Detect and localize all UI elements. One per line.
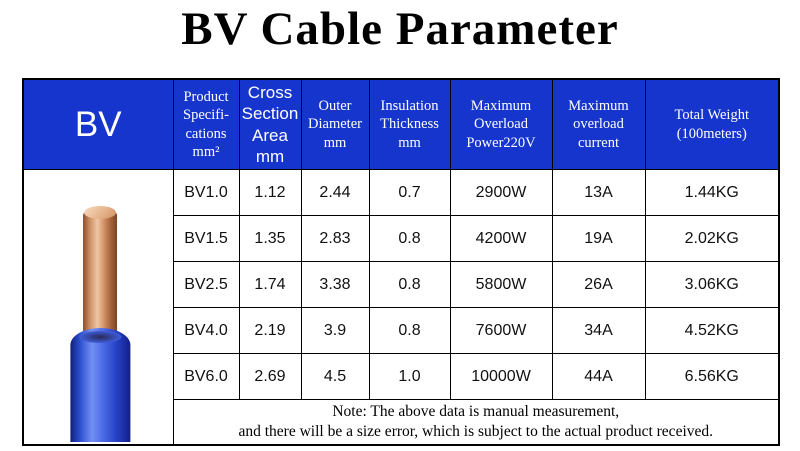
table-row: BV2.5 1.74 3.38 0.8 5800W 26A 3.06KG — [23, 261, 780, 308]
column-header-insulation-thickness: Insulation Thickness mm — [368, 78, 451, 170]
table-cell: 34A — [551, 307, 646, 354]
copper-conductor — [83, 206, 118, 342]
table-row: BV1.5 1.35 2.83 0.8 4200W 19A 2.02KG — [23, 215, 780, 262]
table-cell: 3.38 — [300, 261, 370, 308]
table-cell: 1.0 — [368, 353, 451, 400]
table-cell: 4.52KG — [644, 307, 780, 354]
table-row: BV1.0 1.12 2.44 0.7 2900W 13A 1.44KG — [22, 169, 780, 445]
table-cell: 13A — [551, 169, 646, 216]
table-cell: 3.06KG — [644, 261, 780, 308]
table-cell: 1.35 — [238, 215, 302, 262]
column-header-maximum-overload-current: Maximum overload current — [551, 78, 646, 170]
table-cell: 4.5 — [300, 353, 370, 400]
column-header-product-specifications: Product Specifi- cations mm² — [172, 78, 240, 170]
blue-insulation — [70, 328, 131, 442]
table-cell: BV6.0 — [172, 353, 240, 400]
table-cell: 1.74 — [238, 261, 302, 308]
table-cell: BV1.0 — [172, 169, 240, 216]
header-row: BV Product Specifi- cations mm² Cross Se… — [22, 78, 780, 170]
column-header-total-weight: Total Weight (100meters) — [644, 78, 780, 170]
table-cell: BV2.5 — [172, 261, 240, 308]
table-cell: 1.12 — [238, 169, 302, 216]
table-cell: 26A — [551, 261, 646, 308]
table-cell: 2.44 — [300, 169, 370, 216]
table-cell: 19A — [551, 215, 646, 262]
note-row: Note: The above data is manual measureme… — [23, 399, 780, 445]
table-cell: 3.9 — [300, 307, 370, 354]
column-header-outer-diameter: Outer Diameter mm — [300, 78, 370, 170]
table-cell: BV1.5 — [172, 215, 240, 262]
cable-image — [24, 170, 173, 442]
table-cell: 2900W — [449, 169, 553, 216]
table-cell: 2.69 — [238, 353, 302, 400]
measurement-note: Note: The above data is manual measureme… — [172, 399, 780, 445]
table-cell: 2.02KG — [644, 215, 780, 262]
parameter-table: BV Product Specifi- cations mm² Cross Se… — [22, 78, 780, 446]
column-header-cross-section-area: Cross Section Area mm — [238, 78, 302, 170]
product-series-label: BV — [22, 78, 174, 170]
table-cell: 0.8 — [368, 261, 451, 308]
table-cell: 0.8 — [368, 215, 451, 262]
table-cell: 44A — [551, 353, 646, 400]
cable-image-cell — [22, 169, 174, 445]
table-row: BV4.0 2.19 3.9 0.8 7600W 34A 4.52KG — [23, 307, 780, 354]
table-row: BV6.0 2.69 4.5 1.0 10000W 44A 6.56KG — [23, 353, 780, 400]
page-title: BV Cable Parameter — [181, 3, 619, 55]
table-cell: 10000W — [449, 353, 553, 400]
table-cell: BV4.0 — [172, 307, 240, 354]
table-cell: 4200W — [449, 215, 553, 262]
column-header-maximum-overload-power: Maximum Overload Power220V — [449, 78, 553, 170]
table-cell: 0.8 — [368, 307, 451, 354]
table-cell: 1.44KG — [644, 169, 780, 216]
table-cell: 2.19 — [238, 307, 302, 354]
table-cell: 2.83 — [300, 215, 370, 262]
table-cell: 5800W — [449, 261, 553, 308]
table-cell: 6.56KG — [644, 353, 780, 400]
table-cell: 7600W — [449, 307, 553, 354]
table-cell: 0.7 — [368, 169, 451, 216]
